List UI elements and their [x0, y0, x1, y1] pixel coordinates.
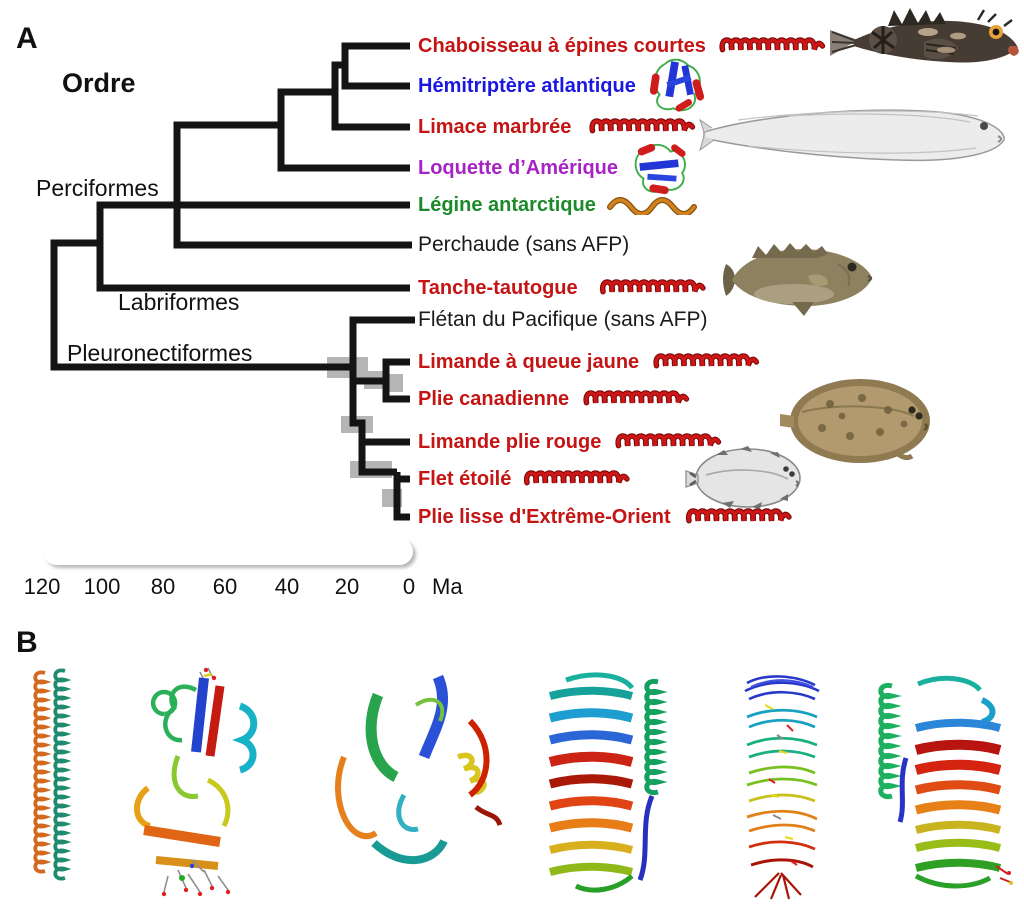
clade-label-labriformes: Labriformes — [118, 289, 240, 315]
species-row: Plie canadienne — [418, 385, 693, 413]
alpha-helix-icon — [579, 388, 693, 410]
species-row: Chaboisseau à épines courtes — [418, 32, 828, 60]
marbled-snailfish-illustration — [699, 109, 1005, 162]
scale-tick: 20 — [334, 574, 360, 599]
species-row: Limande à queue jaune — [418, 348, 763, 376]
species-label: Loquette d’Amérique — [418, 156, 619, 179]
species-label: Légine antarctique — [418, 193, 596, 216]
species-row: Limace marbrée — [418, 113, 703, 141]
species-label: Flet étoilé — [418, 467, 512, 490]
scale-tick: 60 — [212, 574, 238, 599]
tree-title: Ordre — [62, 68, 136, 98]
species-label: Hémitriptère atlantique — [418, 74, 636, 97]
beta-solenoid-structure — [548, 672, 668, 893]
starry-flounder-illustration — [685, 446, 801, 509]
species-row: Flet étoilé — [418, 465, 632, 493]
globular-protein-sticks-structure — [134, 667, 258, 897]
scale-tick: 80 — [150, 574, 176, 599]
species-row: Limande plie rouge — [418, 428, 725, 456]
scale-tick: 40 — [274, 574, 300, 599]
species-label: Flétan du Pacifique (sans AFP) — [418, 308, 708, 331]
panel-b-label: B — [16, 626, 38, 659]
clade-label-pleuronectiformes: Pleuronectiformes — [67, 340, 253, 366]
species-label: Limace marbrée — [418, 115, 572, 138]
scale-tick: 0 — [402, 574, 416, 599]
species-label: Plie lisse d'Extrême-Orient — [418, 505, 671, 528]
species-label: Limande à queue jaune — [418, 350, 640, 373]
species-row: Tanche-tautogue — [418, 274, 709, 302]
tautog-illustration — [723, 243, 873, 316]
species-label: Plie canadienne — [418, 387, 570, 410]
shorthorn-sculpin-illustration — [830, 8, 1019, 63]
divergence-time-colorbar — [43, 538, 413, 565]
coiled-coil-helices-structure — [33, 668, 72, 881]
species-row: Flétan du Pacifique (sans AFP) — [418, 306, 707, 334]
scale-unit-label: Ma — [432, 574, 463, 599]
species-label: Tanche-tautogue — [418, 276, 578, 299]
globular-protein-structure — [335, 674, 503, 864]
species-row: Perchaude (sans AFP) — [418, 231, 629, 259]
scale-tick: 100 — [83, 574, 121, 599]
species-row: Plie lisse d'Extrême-Orient — [418, 503, 796, 531]
panel-a-label: A — [16, 22, 38, 55]
polyproline-coil-icon — [606, 197, 697, 215]
globular-protein-icon — [649, 58, 704, 112]
scale-tick: 120 — [23, 574, 61, 599]
nmr-ensemble-structure — [744, 675, 820, 900]
phylogenetic-tree — [50, 42, 415, 521]
tree-branches — [50, 42, 415, 521]
species-label: Limande plie rouge — [418, 430, 602, 453]
species-row: Légine antarctique — [418, 191, 701, 219]
alpha-helix-icon — [581, 116, 703, 138]
alpha-helix-icon — [521, 468, 632, 490]
alpha-helix-icon — [716, 35, 828, 57]
species-label: Perchaude (sans AFP) — [418, 233, 630, 256]
alpha-helix-icon — [649, 351, 763, 373]
alpha-helix-icon — [596, 277, 709, 299]
yellowtail-flounder-illustration — [780, 379, 930, 463]
clade-label-perciformes: Perciformes — [36, 175, 159, 201]
globular-protein-icon — [634, 143, 686, 195]
species-row: Loquette d’Amérique — [418, 143, 692, 195]
beta-solenoid-mirrored-structure — [878, 675, 1013, 889]
species-row: Hémitriptère atlantique — [418, 58, 708, 112]
species-label: Chaboisseau à épines courtes — [418, 34, 706, 57]
